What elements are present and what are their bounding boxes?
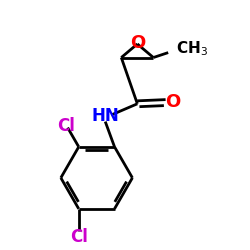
Text: HN: HN: [92, 107, 119, 125]
Text: CH$_3$: CH$_3$: [176, 40, 208, 58]
Text: Cl: Cl: [70, 228, 88, 246]
Text: O: O: [165, 93, 180, 111]
Text: O: O: [130, 34, 145, 52]
Text: Cl: Cl: [58, 118, 75, 136]
